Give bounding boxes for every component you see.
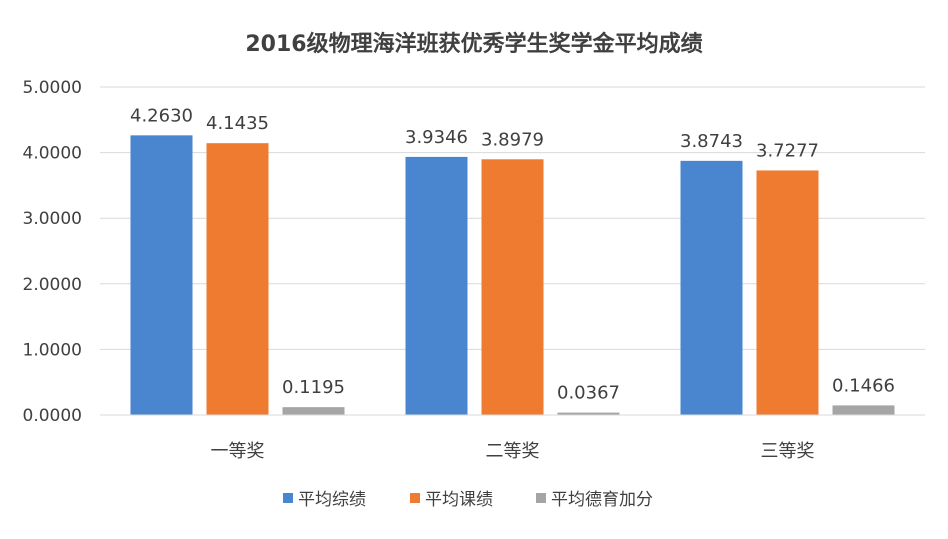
category-label: 二等奖 bbox=[486, 441, 540, 462]
bar[interactable] bbox=[481, 159, 544, 415]
legend-swatch bbox=[283, 493, 293, 503]
bar[interactable] bbox=[680, 160, 743, 415]
data-label: 4.2630 bbox=[130, 105, 193, 126]
data-label: 0.1195 bbox=[282, 377, 345, 398]
category-labels: 一等奖 二等奖 三等奖 bbox=[211, 441, 815, 462]
legend-swatch bbox=[410, 493, 420, 503]
data-labels: 4.2630 4.1435 0.1195 3.9346 3.8979 0.0367 3.87… bbox=[130, 105, 895, 403]
legend-item[interactable]: 平均综绩 bbox=[283, 490, 366, 510]
legend-label: 平均德育加分 bbox=[551, 490, 653, 510]
bar[interactable] bbox=[756, 170, 819, 415]
bar[interactable] bbox=[405, 156, 468, 415]
legend[interactable]: 平均综绩 平均课绩 平均德育加分 bbox=[283, 490, 653, 510]
data-label: 0.0367 bbox=[557, 383, 620, 404]
legend-swatch bbox=[536, 493, 546, 503]
bar[interactable] bbox=[282, 407, 345, 415]
data-label: 0.1466 bbox=[832, 375, 895, 396]
data-label: 3.7277 bbox=[756, 140, 819, 161]
bar[interactable] bbox=[557, 412, 620, 415]
y-tick-label: 1.0000 bbox=[23, 340, 82, 360]
legend-label: 平均课绩 bbox=[425, 490, 493, 510]
legend-item[interactable]: 平均德育加分 bbox=[536, 490, 653, 510]
y-tick-label: 5.0000 bbox=[23, 78, 82, 98]
data-label: 3.8743 bbox=[680, 131, 743, 152]
bar[interactable] bbox=[206, 143, 269, 415]
category-label: 三等奖 bbox=[761, 441, 815, 462]
data-label: 4.1435 bbox=[206, 113, 269, 134]
y-tick-label: 4.0000 bbox=[23, 144, 82, 164]
legend-item[interactable]: 平均课绩 bbox=[410, 490, 493, 510]
y-axis-ticks: 0.0000 1.0000 2.0000 3.0000 4.0000 5.0000 bbox=[23, 78, 82, 426]
data-label: 3.9346 bbox=[405, 127, 468, 148]
y-tick-label: 0.0000 bbox=[23, 406, 82, 426]
data-label: 3.8979 bbox=[481, 129, 544, 150]
bar[interactable] bbox=[130, 135, 193, 415]
y-tick-label: 3.0000 bbox=[23, 209, 82, 229]
legend-label: 平均综绩 bbox=[298, 490, 366, 510]
chart-title: 2016级物理海洋班获优秀学生奖学金平均成绩 bbox=[245, 31, 702, 57]
category-label: 一等奖 bbox=[211, 441, 265, 462]
bars bbox=[130, 135, 895, 415]
bar[interactable] bbox=[832, 405, 895, 415]
y-tick-label: 2.0000 bbox=[23, 275, 82, 295]
